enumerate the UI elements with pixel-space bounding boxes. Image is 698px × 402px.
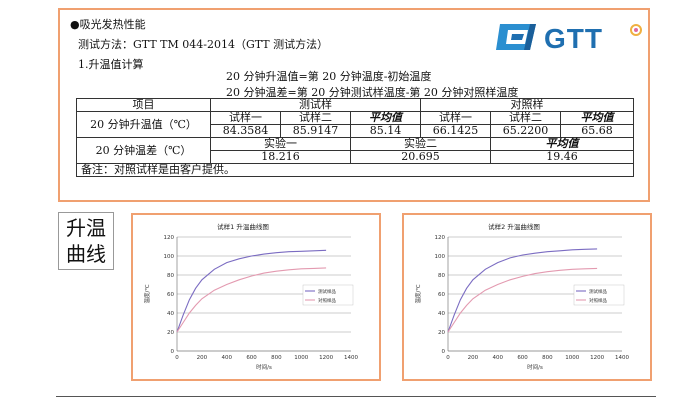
series-line-1 — [176, 249, 327, 333]
footer-divider — [56, 396, 656, 397]
table-row: 项目 测试样 对照样 — [76, 98, 634, 112]
row-label-heating: 20 分钟升温值（℃） — [76, 111, 211, 138]
x-tick-label: 1400 — [615, 355, 629, 361]
x-tick-label: 1000 — [294, 355, 308, 361]
y-tick-label: 120 — [435, 235, 446, 241]
legend-box — [302, 284, 354, 306]
series-line-2 — [176, 267, 327, 333]
y-tick-label: 100 — [435, 254, 446, 260]
sub-header-exp-1: 实验一 — [210, 137, 351, 151]
sub-header-test-2: 试样二 — [280, 111, 351, 125]
side-label-line-2: 曲线 — [66, 242, 106, 266]
sub-header-test-1: 试样一 — [210, 111, 281, 125]
x-tick-label: 800 — [271, 355, 282, 361]
series-line-1 — [447, 248, 598, 333]
x-tick-label: 1200 — [319, 355, 333, 361]
value-ctrl-1: 66.1425 — [420, 124, 491, 138]
sub-header-ctrl-avg: 平均值 — [560, 111, 634, 125]
y-tick-label: 20 — [438, 330, 445, 336]
row-label-difference: 20 分钟温差（℃） — [76, 137, 211, 164]
x-axis-label: 时间/s — [527, 363, 543, 371]
legend-label: 测试样品 — [589, 288, 607, 295]
y-axis-label: 温度/℃ — [143, 284, 151, 303]
value-exp-2: 20.695 — [350, 150, 491, 164]
table-row: 20 分钟升温值（℃） 试样一 试样二 平均值 试样一 试样二 平均值 — [76, 111, 634, 138]
gtt-logo: GTT — [496, 23, 642, 54]
chart-title: 试样2 升温曲线图 — [488, 222, 540, 231]
gtt-logo-text: GTT — [544, 23, 603, 54]
sub-header-ctrl-2: 试样二 — [490, 111, 561, 125]
value-ctrl-2: 65.2200 — [490, 124, 561, 138]
table-note: 备注：对照试样是由客户提供。 — [76, 163, 634, 177]
x-tick-label: 400 — [492, 355, 503, 361]
x-tick-label: 600 — [517, 355, 528, 361]
results-table: 项目 测试样 对照样 20 分钟升温值（℃） 试样一 试样二 平均值 试样一 试… — [76, 98, 634, 177]
legend-label: 对照样品 — [589, 297, 607, 304]
side-label-line-1: 升温 — [66, 216, 106, 240]
series-line-2 — [447, 267, 598, 333]
table-row: 20 分钟温差（℃） 实验一 实验二 平均值 — [76, 137, 634, 164]
test-method: 测试方法：GTT TM 044-2014（GTT 测试方法） — [78, 38, 329, 51]
x-axis-label: 时间/s — [256, 363, 272, 371]
y-tick-label: 0 — [171, 349, 175, 355]
y-tick-label: 60 — [438, 292, 445, 298]
sub-header-ctrl-1: 试样一 — [420, 111, 491, 125]
gtt-logo-dot-icon — [630, 24, 642, 36]
table-row: 84.3584 85.9147 85.14 66.1425 65.2200 65… — [77, 124, 634, 138]
heating-curve-label: 升温 曲线 — [58, 212, 114, 270]
x-tick-label: 1200 — [590, 355, 604, 361]
x-tick-label: 0 — [446, 355, 450, 361]
sub-header-test-avg: 平均值 — [350, 111, 421, 125]
x-tick-label: 800 — [542, 355, 553, 361]
x-tick-label: 1400 — [344, 355, 358, 361]
x-tick-label: 0 — [175, 355, 179, 361]
chart-panel-sample-2: 试样2 升温曲线图 0 20 40 60 80 100 120 0 200 400 600 800 100… — [402, 213, 652, 381]
sub-header-exp-avg: 平均值 — [490, 137, 634, 151]
y-tick-label: 40 — [438, 311, 445, 317]
y-tick-label: 80 — [438, 273, 445, 279]
x-tick-label: 200 — [197, 355, 208, 361]
subsection-title: 1.升温值计算 — [78, 58, 144, 71]
y-tick-label: 80 — [167, 273, 174, 279]
performance-panel: ●吸光发热性能 测试方法：GTT TM 044-2014（GTT 测试方法） 1… — [58, 8, 650, 202]
gtt-logo-mark-icon — [496, 24, 536, 50]
y-tick-label: 0 — [442, 349, 446, 355]
legend-box — [573, 284, 625, 306]
value-test-2: 85.9147 — [280, 124, 351, 138]
header-test-sample: 测试样 — [210, 98, 421, 112]
legend-label: 测试样品 — [318, 288, 336, 295]
y-tick-label: 60 — [167, 292, 174, 298]
formula-heating-value: 20 分钟升温值=第 20 分钟温度-初始温度 — [226, 70, 432, 83]
header-control-sample: 对照样 — [420, 98, 634, 112]
x-tick-label: 1000 — [565, 355, 579, 361]
y-tick-label: 20 — [167, 330, 174, 336]
y-axis-label: 温度/℃ — [414, 284, 422, 303]
section-heading: ●吸光发热性能 — [70, 18, 146, 31]
value-exp-avg: 19.46 — [490, 150, 634, 164]
x-tick-label: 600 — [246, 355, 257, 361]
value-exp-1: 18.216 — [210, 150, 351, 164]
table-row: 备注：对照试样是由客户提供。 — [76, 163, 634, 177]
y-tick-label: 120 — [164, 235, 175, 241]
y-tick-label: 100 — [164, 254, 175, 260]
y-tick-label: 40 — [167, 311, 174, 317]
header-item: 项目 — [76, 98, 211, 112]
sub-header-exp-2: 实验二 — [350, 137, 491, 151]
chart-title: 试样1 升温曲线图 — [217, 222, 269, 231]
x-tick-label: 200 — [468, 355, 479, 361]
x-tick-label: 400 — [221, 355, 232, 361]
legend-label: 对照样品 — [318, 297, 336, 304]
value-ctrl-avg: 65.68 — [560, 124, 634, 138]
formula-temperature-difference: 20 分钟温差=第 20 分钟测试样温度-第 20 分钟对照样温度 — [226, 86, 519, 99]
value-test-1: 84.3584 — [210, 124, 281, 138]
value-test-avg: 85.14 — [350, 124, 421, 138]
chart-panel-sample-1: 试样1 升温曲线图 0 20 40 60 80 100 120 0 200 400 600 800 100… — [131, 213, 381, 381]
